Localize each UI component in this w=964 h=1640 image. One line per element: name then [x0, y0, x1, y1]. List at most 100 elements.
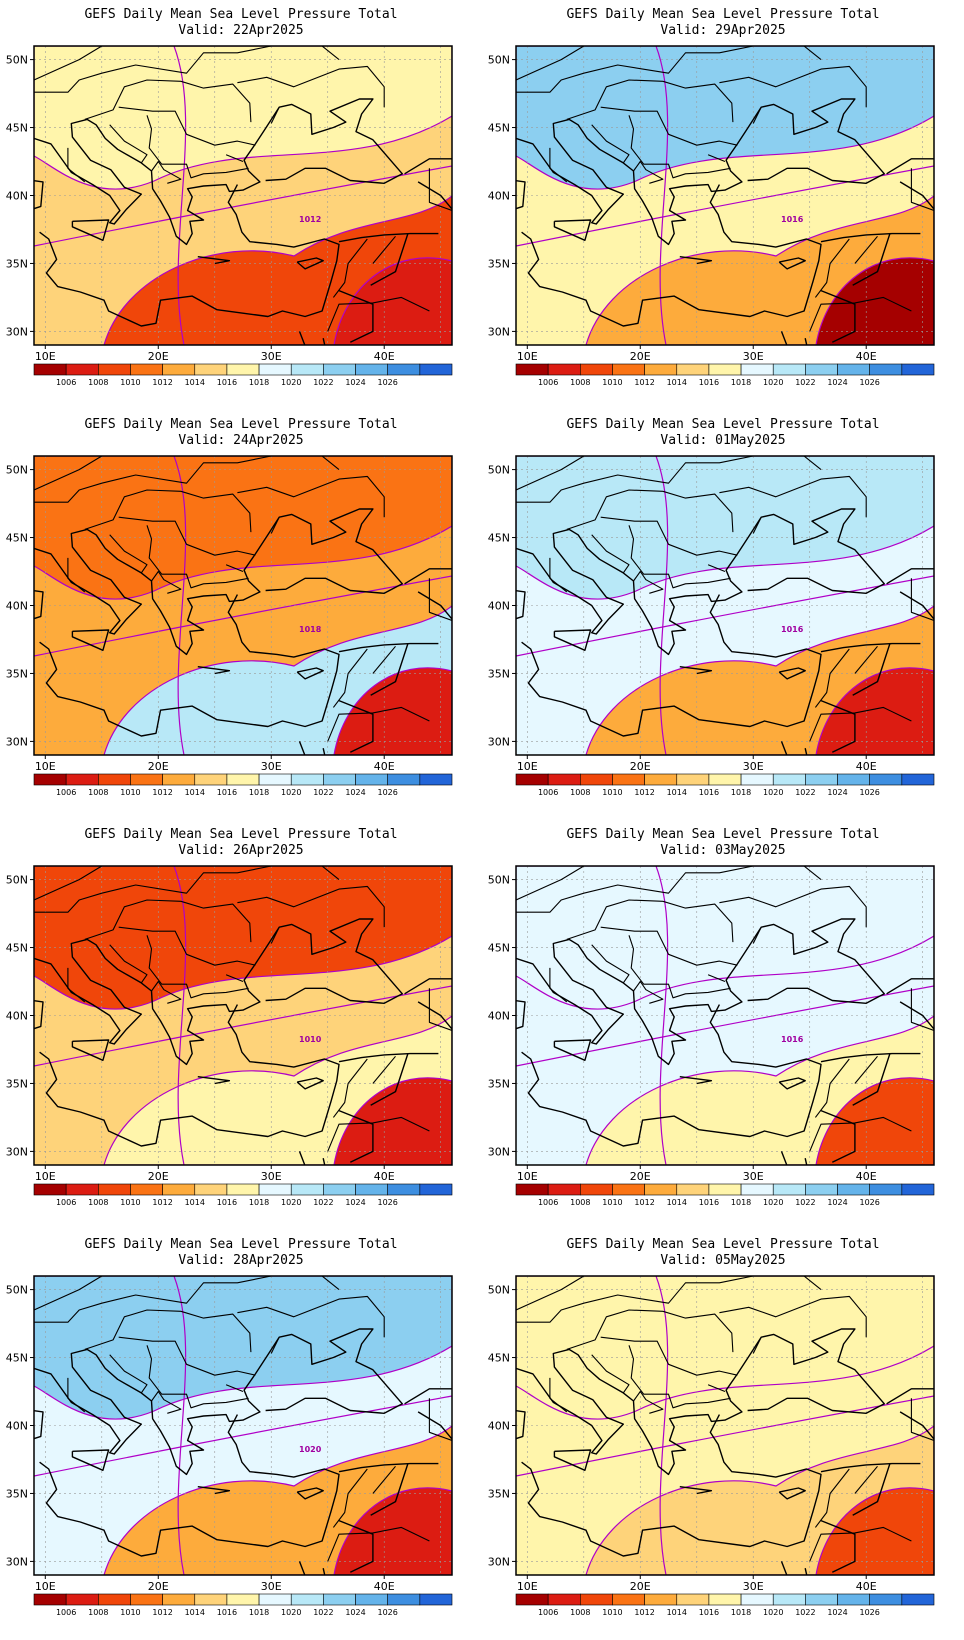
colorbar-swatch: [772, 773, 806, 786]
colorbar-swatch: [419, 1183, 453, 1196]
coastline: [804, 748, 808, 755]
lat-tick-label: 50N: [488, 874, 510, 887]
colorbar-swatch: [290, 1183, 324, 1196]
colorbar-swatch: [547, 363, 581, 376]
coastline: [370, 1053, 409, 1106]
colorbar-label: 1016: [217, 378, 237, 387]
lon-tick-label: 40E: [856, 1170, 877, 1183]
colorbar-swatch: [708, 363, 742, 376]
colorbar-swatch: [65, 1593, 99, 1606]
colorbar-label: 1022: [313, 1608, 333, 1617]
isobar-label: 1016: [781, 625, 804, 634]
colorbar-swatch: [98, 363, 131, 376]
coastline: [852, 233, 891, 286]
colorbar-swatch: [869, 1593, 903, 1606]
country-border: [566, 899, 734, 943]
coastline: [322, 338, 326, 345]
colorbar-label: 1024: [345, 378, 365, 387]
country-border: [109, 1354, 148, 1394]
colorbar-swatch: [515, 363, 549, 376]
coastline: [404, 568, 452, 585]
coastline: [71, 1449, 110, 1471]
lon-tick-label: 20E: [148, 1580, 169, 1593]
lon-tick-label: 10E: [35, 350, 56, 363]
panel-valid-date: Valid: 28Apr2025: [178, 1253, 303, 1268]
coastline: [370, 233, 409, 286]
isobar-line: [655, 456, 669, 755]
lon-tick-label: 10E: [517, 760, 538, 773]
country-border: [549, 967, 568, 1003]
coastline: [39, 184, 340, 327]
colorbar-swatch: [837, 363, 870, 376]
colorbar-swatch: [33, 773, 67, 786]
country-border: [270, 1336, 280, 1354]
coastline: [852, 1053, 891, 1106]
country-border: [719, 475, 867, 518]
colorbar-label: 1018: [249, 1198, 269, 1207]
country-border: [332, 648, 368, 708]
colorbar-swatch: [226, 1593, 260, 1606]
lat-tick-label: 40N: [6, 1010, 28, 1023]
coastline: [899, 181, 934, 210]
country-border: [109, 944, 148, 984]
coastline: [886, 1388, 934, 1405]
colorbar-swatch: [258, 1593, 292, 1606]
country-border: [854, 1465, 878, 1494]
lat-tick-label: 50N: [6, 464, 28, 477]
lat-tick-label: 30N: [488, 1555, 510, 1568]
lat-tick-label: 35N: [6, 257, 28, 270]
colorbar-label: 1006: [538, 788, 558, 797]
coastline: [521, 184, 822, 327]
colorbar-label: 1026: [860, 788, 880, 797]
coastline: [521, 1414, 822, 1557]
colorbar-label: 1006: [56, 378, 76, 387]
lon-tick-label: 10E: [517, 1580, 538, 1593]
colorbar-swatch: [837, 773, 870, 786]
country-border: [600, 1336, 738, 1376]
colorbar-label: 1010: [602, 788, 622, 797]
country-border: [549, 557, 568, 593]
country-border: [270, 926, 280, 944]
country-border: [516, 866, 585, 901]
coastline: [71, 219, 110, 241]
colorbar-swatch: [65, 1183, 99, 1196]
lon-tick-label: 10E: [35, 1580, 56, 1593]
colorbar-label: 1010: [120, 378, 140, 387]
colorbar-label: 1008: [88, 378, 108, 387]
coastline: [804, 1568, 808, 1575]
coastline: [780, 1561, 788, 1575]
coastline: [804, 1158, 808, 1165]
colorbar-swatch: [612, 773, 645, 786]
colorbar-swatch: [901, 363, 935, 376]
country-border: [719, 885, 867, 928]
coastline: [338, 1519, 374, 1573]
colorbar-swatch: [323, 363, 356, 376]
colorbar-swatch: [33, 1593, 67, 1606]
colorbar-label: 1008: [88, 1608, 108, 1617]
map-panel-svg: GEFS Daily Mean Sea Level Pressure Total…: [6, 1237, 453, 1617]
country-border: [752, 1336, 762, 1354]
coastline: [679, 1486, 713, 1495]
map-panel: GEFS Daily Mean Sea Level Pressure Total…: [0, 0, 482, 410]
colorbar-label: 1020: [763, 788, 783, 797]
coastline: [899, 1001, 934, 1030]
country-border: [109, 534, 148, 574]
colorbar-swatch: [290, 363, 324, 376]
colorbar-label: 1008: [570, 1608, 590, 1617]
country-border: [118, 106, 256, 146]
colorbar-label: 1022: [795, 1608, 815, 1617]
colorbar-label: 1016: [217, 788, 237, 797]
country-border: [237, 885, 385, 928]
country-border: [146, 1345, 249, 1409]
country-border: [225, 154, 244, 163]
coastline: [516, 1328, 885, 1476]
panel-valid-date: Valid: 05May2025: [660, 1253, 785, 1268]
colorbar-swatch: [772, 1183, 806, 1196]
lat-tick-label: 50N: [6, 54, 28, 67]
coastline: [679, 1076, 713, 1085]
coastline: [296, 257, 324, 270]
country-border: [84, 1309, 252, 1353]
colorbar-label: 1012: [634, 788, 654, 797]
country-border: [84, 489, 252, 533]
colorbar-swatch: [515, 1183, 549, 1196]
